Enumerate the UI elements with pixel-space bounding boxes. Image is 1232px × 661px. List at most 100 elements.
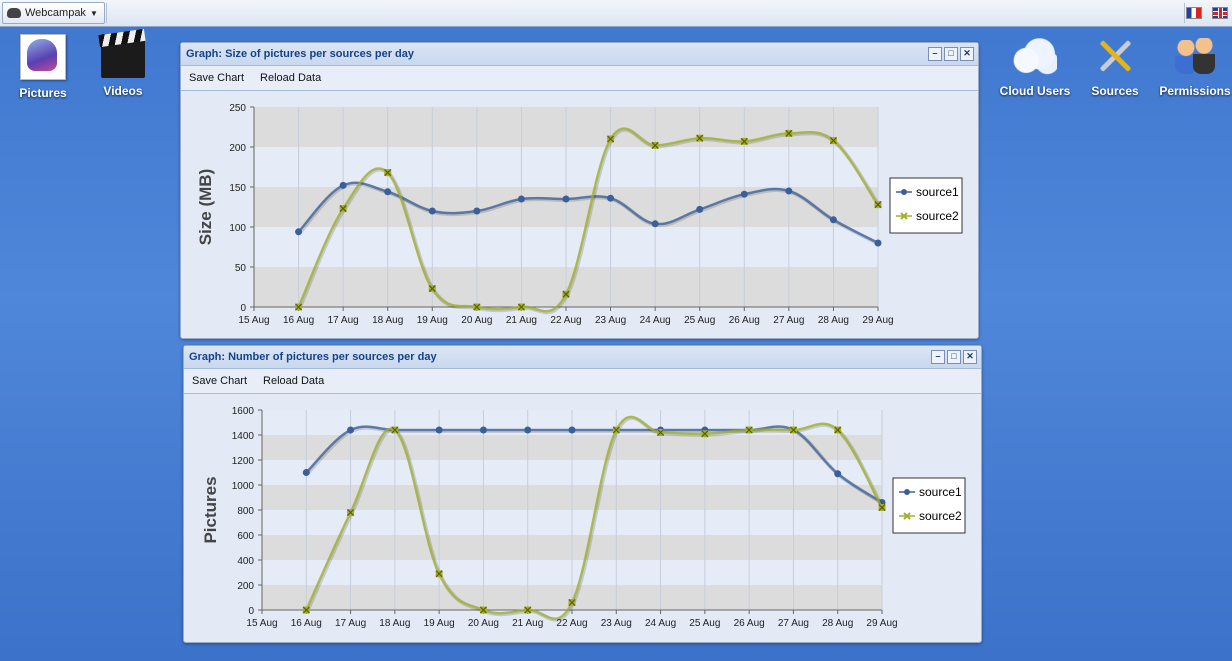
data-point-source2 <box>829 137 837 145</box>
marker-cross <box>428 285 436 293</box>
data-point-source1 <box>435 426 443 434</box>
x-tick-label: 26 Aug <box>734 618 765 629</box>
marker-cross <box>612 426 620 434</box>
y-tick-label: 250 <box>229 103 246 114</box>
desktop-icon-label: Pictures <box>19 86 67 100</box>
marker-cross <box>834 426 842 434</box>
data-point-source2 <box>517 303 525 311</box>
app-menu-button[interactable]: Webcampak ▼ <box>2 2 105 24</box>
save-chart-button[interactable]: Save Chart <box>192 375 248 387</box>
data-point-source2 <box>473 303 481 311</box>
data-point-source2 <box>302 606 310 614</box>
webcampak-logo-icon <box>7 8 21 18</box>
legend-label-source1: source1 <box>916 185 959 199</box>
y-axis-label: Pictures <box>201 476 220 543</box>
maximize-icon[interactable]: □ <box>944 47 958 61</box>
window-header[interactable]: Graph: Number of pictures per sources pe… <box>184 346 981 369</box>
data-point-source2 <box>874 201 882 209</box>
chart-area: 0 200 400 600 800 1000 1200 1400 1600 15 Aug 16 Au… <box>184 394 981 641</box>
y-axis-label: Size (MB) <box>196 169 215 246</box>
data-point-source2 <box>568 599 576 606</box>
data-point-source2 <box>607 135 615 143</box>
data-point-source1 <box>302 469 310 476</box>
data-point-source2 <box>701 430 709 438</box>
pictures-icon <box>20 34 66 80</box>
marker-cross <box>696 134 704 142</box>
reload-data-button[interactable]: Reload Data <box>263 375 325 387</box>
pictures-line-chart: 0 200 400 600 800 1000 1200 1400 1600 15 Aug 16 Au… <box>201 406 966 629</box>
legend-box <box>892 477 966 534</box>
data-point-source2 <box>657 429 665 436</box>
save-chart-button[interactable]: Save Chart <box>189 72 245 84</box>
data-point-source1 <box>517 195 525 203</box>
marker-cross <box>295 303 302 311</box>
x-tick-label: 17 Aug <box>328 315 359 326</box>
close-icon[interactable]: ✕ <box>963 350 977 364</box>
legend-box <box>889 177 963 234</box>
data-point-source2 <box>435 570 443 578</box>
data-point-source2 <box>562 290 570 298</box>
marker-cross <box>524 606 532 614</box>
french-flag-icon[interactable] <box>1186 7 1202 19</box>
maximize-icon[interactable]: □ <box>947 350 961 364</box>
data-point-source2 <box>612 426 620 434</box>
legend-label-source1: source1 <box>919 485 962 499</box>
data-point-source1 <box>347 426 355 434</box>
marker-cross <box>347 509 354 516</box>
legend-marker <box>901 189 907 195</box>
marker-cross <box>785 129 793 137</box>
x-tick-label: 22 Aug <box>550 315 581 326</box>
minimize-icon[interactable]: – <box>931 350 945 364</box>
x-tick-label: 25 Aug <box>689 618 720 629</box>
chart-legend: source1 source2 <box>892 477 966 534</box>
data-point-source1 <box>339 181 347 189</box>
data-point-source2 <box>745 426 753 434</box>
x-tick-label: 23 Aug <box>601 618 632 629</box>
marker-cross <box>384 169 392 177</box>
data-point-source2 <box>391 426 399 434</box>
marker-cross <box>657 429 664 436</box>
x-tick-label: 22 Aug <box>556 618 587 629</box>
x-tick-label: 28 Aug <box>818 315 849 326</box>
desktop-icon-cloud-users[interactable]: Cloud Users <box>995 34 1075 98</box>
data-point-source1 <box>473 207 481 215</box>
x-tick-label: 28 Aug <box>822 618 853 629</box>
marker-cross <box>740 137 748 145</box>
data-point-source1 <box>384 188 392 196</box>
y-tick-label: 200 <box>229 143 246 154</box>
desktop-icon-permissions[interactable]: Permissions <box>1155 34 1232 98</box>
window-header[interactable]: Graph: Size of pictures per sources per … <box>181 43 978 66</box>
window-toolbar: Save Chart Reload Data <box>184 369 981 394</box>
window-toolbar: Save Chart Reload Data <box>181 66 978 91</box>
desktop-icon-pictures[interactable]: Pictures <box>3 34 83 100</box>
marker-cross <box>568 599 576 606</box>
count-chart-window: Graph: Number of pictures per sources pe… <box>183 345 982 643</box>
y-tick-label: 0 <box>248 606 254 617</box>
x-tick-label: 21 Aug <box>506 315 537 326</box>
size-chart-window: Graph: Size of pictures per sources per … <box>180 42 979 339</box>
desktop-icon-sources[interactable]: Sources <box>1075 34 1155 98</box>
data-point-source2 <box>834 426 842 434</box>
data-point-source1 <box>651 220 659 228</box>
y-tick-label: 1600 <box>232 406 255 417</box>
marker-cross <box>874 201 882 209</box>
marker-cross <box>830 137 837 145</box>
y-tick-label: 400 <box>237 556 254 567</box>
x-tick-label: 25 Aug <box>684 315 715 326</box>
close-icon[interactable]: ✕ <box>960 47 974 61</box>
marker-cross <box>562 290 570 298</box>
data-point-source2 <box>740 137 748 145</box>
marker-cross <box>391 426 399 434</box>
data-point-source1 <box>479 426 487 434</box>
uk-flag-icon[interactable] <box>1212 7 1228 19</box>
data-point-source1 <box>829 216 837 224</box>
marker-cross <box>302 606 310 614</box>
data-point-source2 <box>295 303 303 311</box>
desktop-icon-label: Cloud Users <box>999 84 1071 98</box>
minimize-icon[interactable]: – <box>928 47 942 61</box>
desktop-icon-videos[interactable]: Videos <box>83 34 163 98</box>
reload-data-button[interactable]: Reload Data <box>260 72 322 84</box>
legend-marker <box>903 512 911 520</box>
y-tick-label: 0 <box>240 303 246 314</box>
x-tick-label: 15 Aug <box>246 618 277 629</box>
